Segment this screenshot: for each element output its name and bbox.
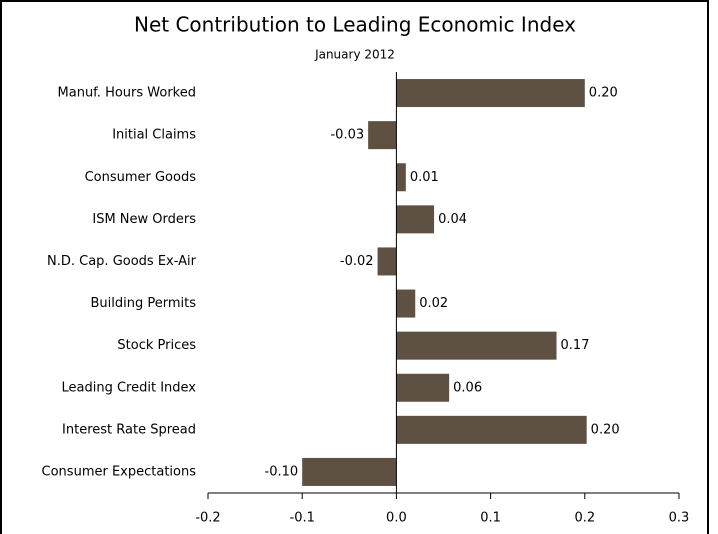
x-tick-label: -0.1 (290, 511, 315, 526)
value-label: 0.20 (589, 86, 618, 101)
y-tick-label: Stock Prices (117, 338, 196, 353)
bar (377, 247, 397, 276)
bar (396, 79, 585, 108)
value-label: -0.10 (265, 464, 299, 479)
x-tick-label: 0.2 (574, 511, 595, 526)
value-label: -0.03 (330, 128, 364, 143)
y-tick-label: Interest Rate Spread (62, 422, 196, 437)
bar (396, 331, 557, 360)
y-tick-label: ISM New Orders (92, 212, 196, 227)
bar (396, 415, 587, 444)
bar (396, 373, 450, 402)
y-tick-label: Building Permits (90, 296, 196, 311)
value-label: 0.20 (591, 422, 620, 437)
x-tick-label: -0.2 (195, 511, 220, 526)
value-label: 0.17 (561, 338, 590, 353)
x-tick-label: 0.3 (669, 511, 690, 526)
y-tick-label: Leading Credit Index (62, 380, 197, 395)
y-tick-label: Consumer Expectations (42, 464, 197, 479)
chart-subtitle: January 2012 (314, 48, 395, 62)
value-label: -0.02 (340, 254, 374, 269)
bar (368, 121, 397, 150)
chart-title: Net Contribution to Leading Economic Ind… (134, 13, 576, 37)
y-tick-label: Initial Claims (112, 128, 196, 143)
y-tick-label: Consumer Goods (85, 170, 197, 185)
x-tick-label: 0.0 (386, 511, 407, 526)
value-label: 0.02 (419, 296, 448, 311)
bar (396, 205, 435, 234)
y-tick-label: N.D. Cap. Goods Ex-Air (47, 254, 197, 269)
value-label: 0.04 (438, 212, 467, 227)
value-label: 0.06 (453, 380, 482, 395)
x-tick-label: 0.1 (480, 511, 501, 526)
bar (302, 457, 397, 486)
bar (396, 163, 406, 192)
y-tick-label: Manuf. Hours Worked (58, 86, 196, 101)
bar (396, 289, 416, 318)
value-label: 0.01 (410, 170, 439, 185)
